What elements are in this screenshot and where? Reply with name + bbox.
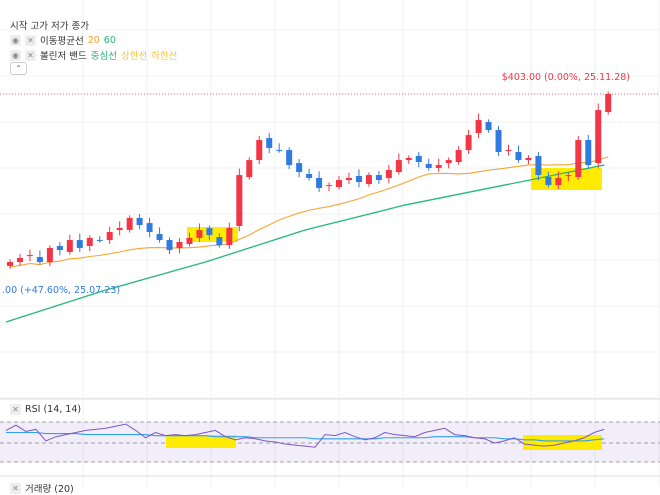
candle bbox=[365, 175, 372, 184]
ma20-label: 20 bbox=[87, 34, 100, 46]
last-price-label: $403.00 (0.00%, 25.11.28) bbox=[501, 72, 630, 83]
candle bbox=[7, 262, 13, 266]
candle bbox=[316, 177, 323, 188]
candle bbox=[16, 257, 23, 263]
candle bbox=[355, 175, 362, 183]
volume-label: 거래량 (20) bbox=[25, 484, 74, 495]
eye-icon[interactable]: ◉ bbox=[10, 49, 21, 61]
candle bbox=[455, 150, 462, 163]
eye-icon[interactable]: ◉ bbox=[10, 34, 21, 46]
candle bbox=[136, 217, 143, 226]
candle bbox=[96, 239, 103, 241]
candle bbox=[515, 152, 522, 161]
ma20-line bbox=[9, 156, 609, 268]
highlight-box bbox=[523, 435, 602, 450]
collapse-legend-button[interactable]: ⌃ bbox=[10, 62, 27, 75]
chevron-up-icon: ⌃ bbox=[15, 64, 22, 73]
candle bbox=[36, 257, 43, 263]
candle bbox=[256, 140, 263, 161]
rsi-line bbox=[5, 423, 605, 448]
candle bbox=[395, 160, 402, 173]
candle bbox=[495, 130, 502, 153]
candle bbox=[296, 163, 303, 173]
candle bbox=[465, 135, 472, 151]
candle bbox=[156, 234, 163, 241]
candle bbox=[146, 223, 153, 233]
candle bbox=[226, 227, 233, 246]
candle bbox=[46, 247, 53, 263]
candle bbox=[166, 240, 173, 251]
candle bbox=[216, 237, 223, 246]
candle bbox=[575, 140, 582, 178]
candle bbox=[306, 174, 313, 178]
candle bbox=[286, 150, 293, 166]
candle bbox=[106, 232, 113, 241]
candle bbox=[116, 227, 123, 231]
candle bbox=[545, 177, 552, 186]
candle bbox=[126, 217, 133, 230]
candle bbox=[236, 175, 243, 226]
candle bbox=[425, 164, 432, 168]
bb-legend: ◉ ✕ 볼린저 밴드 중심선 상한선 하한선 bbox=[10, 48, 177, 62]
candle bbox=[505, 150, 512, 152]
candle bbox=[555, 177, 562, 186]
volume-legend: ✕ 거래량 (20) bbox=[10, 481, 74, 495]
ma60-label: 60 bbox=[103, 34, 116, 46]
close-icon[interactable]: ✕ bbox=[25, 49, 36, 61]
ma-legend: ◉ ✕ 이동평균선 20 60 bbox=[10, 33, 116, 47]
candle bbox=[56, 245, 63, 251]
candle bbox=[66, 240, 73, 253]
close-icon[interactable]: ✕ bbox=[10, 404, 21, 415]
candle bbox=[266, 138, 273, 148]
candle bbox=[445, 160, 452, 164]
candle bbox=[375, 175, 382, 181]
candle bbox=[336, 180, 343, 188]
close-icon[interactable]: ✕ bbox=[25, 34, 36, 46]
close-icon[interactable]: ✕ bbox=[10, 482, 21, 494]
candle bbox=[415, 155, 422, 163]
candle bbox=[276, 149, 283, 151]
low-price-label: .00 (+47.60%, 25.07.23) bbox=[2, 285, 121, 296]
candle bbox=[196, 230, 203, 238]
candle bbox=[345, 177, 352, 181]
ma-label: 이동평균선 bbox=[40, 36, 84, 47]
rsi-signal-line bbox=[6, 431, 605, 442]
candle bbox=[525, 157, 532, 161]
candle bbox=[565, 175, 572, 177]
candle bbox=[435, 165, 442, 168]
candle bbox=[86, 237, 93, 246]
rsi-legend: ✕ RSI (14, 14) bbox=[10, 404, 81, 415]
candle bbox=[535, 155, 542, 176]
ma60-line bbox=[5, 164, 605, 323]
ohlc-legend: 시작 고가 저가 종가 bbox=[10, 18, 89, 32]
bb-upper-label: 상한선 bbox=[120, 51, 148, 62]
rsi-label: RSI (14, 14) bbox=[25, 404, 82, 415]
candle bbox=[26, 255, 33, 257]
candle bbox=[176, 242, 183, 249]
candle bbox=[585, 140, 592, 166]
candle bbox=[246, 160, 253, 178]
bb-lower-label: 하한선 bbox=[151, 51, 178, 62]
candle bbox=[326, 185, 333, 187]
highlight-box bbox=[531, 168, 602, 190]
candle bbox=[405, 157, 412, 161]
candle bbox=[605, 94, 612, 113]
candle bbox=[485, 122, 492, 131]
bb-label: 볼린저 밴드 bbox=[40, 51, 87, 62]
candle bbox=[385, 170, 392, 179]
candle bbox=[595, 110, 602, 164]
ohlc-label: 시작 고가 저가 종가 bbox=[10, 21, 89, 32]
highlight-box bbox=[166, 435, 236, 448]
candle bbox=[206, 228, 213, 236]
candle bbox=[76, 240, 83, 248]
candle bbox=[186, 237, 193, 244]
candle bbox=[475, 120, 482, 134]
bb-mid-label: 중심선 bbox=[90, 51, 117, 62]
